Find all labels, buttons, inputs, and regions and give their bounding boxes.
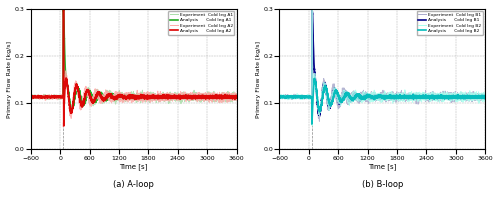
Y-axis label: Primary Flow Rate [kg/s]: Primary Flow Rate [kg/s] — [256, 41, 260, 118]
Legend: Experiment  Cold leg A1, Analysis      Cold leg A1, Experiment  Cold leg A2, Ana: Experiment Cold leg A1, Analysis Cold le… — [168, 11, 234, 34]
Text: (b) B-loop: (b) B-loop — [362, 180, 403, 189]
Y-axis label: Primary Flow Rate [kg/s]: Primary Flow Rate [kg/s] — [7, 41, 12, 118]
Legend: Experiment  Cold leg B1, Analysis      Cold leg B1, Experiment  Cold leg B2, Ana: Experiment Cold leg B1, Analysis Cold le… — [416, 11, 483, 34]
Text: (a) A-loop: (a) A-loop — [114, 180, 154, 189]
X-axis label: Time [s]: Time [s] — [120, 163, 148, 170]
X-axis label: Time [s]: Time [s] — [368, 163, 396, 170]
